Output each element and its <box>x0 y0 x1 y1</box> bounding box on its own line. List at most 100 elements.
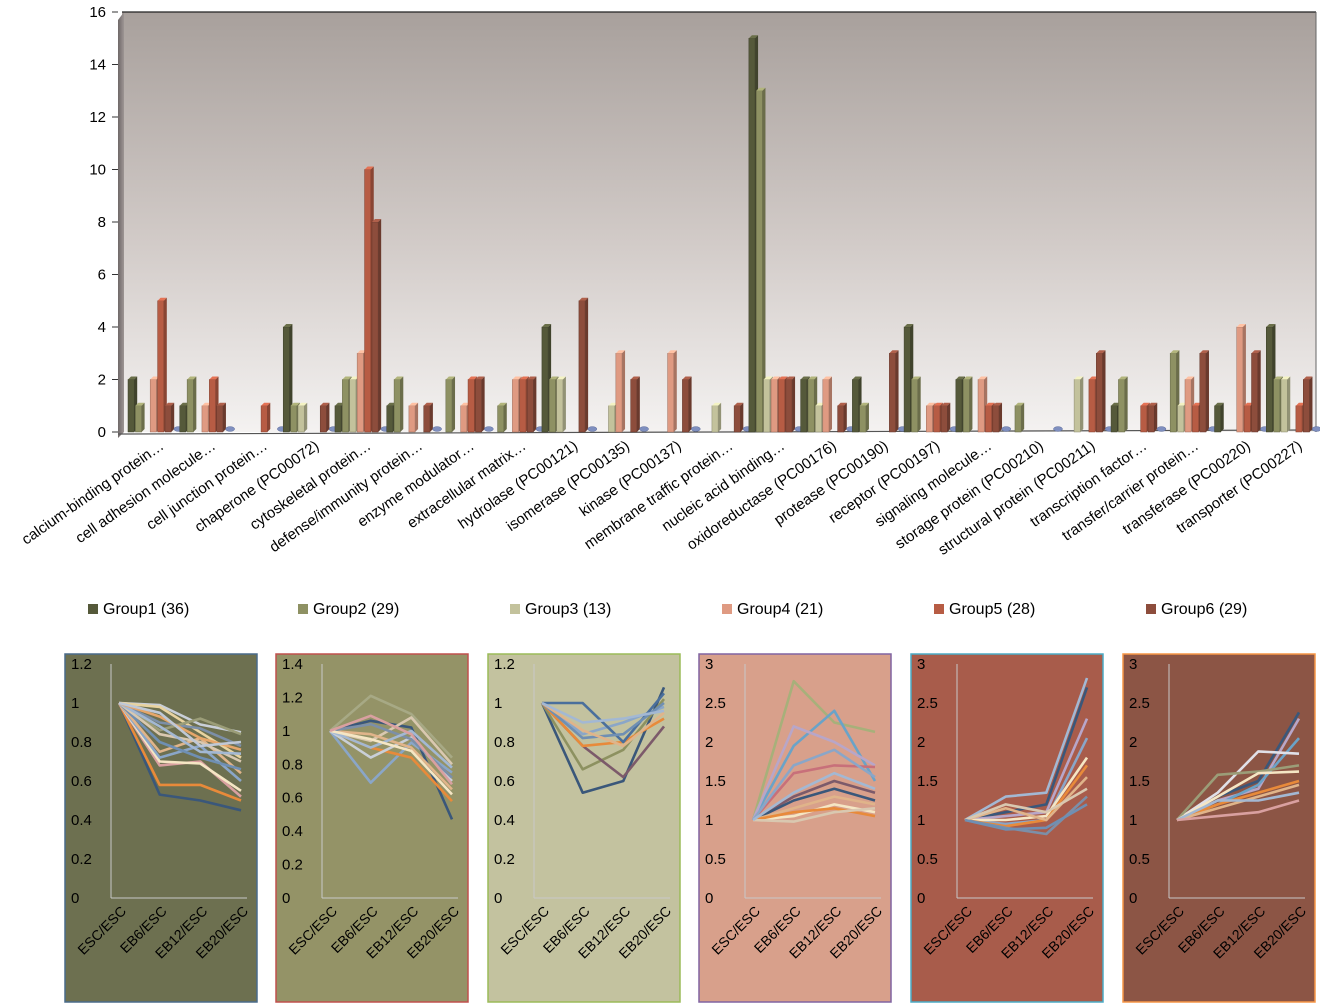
panel-y-tick-label: 1.5 <box>705 773 726 790</box>
bar <box>512 379 519 433</box>
bar-top <box>349 376 359 380</box>
bar-top <box>978 376 988 380</box>
bar-top <box>1074 376 1084 380</box>
bar <box>1118 379 1125 433</box>
bar <box>149 379 157 433</box>
bar-top <box>771 376 781 380</box>
floor-marker <box>1001 426 1011 432</box>
bar-top <box>1281 376 1291 380</box>
profile-line <box>541 701 665 740</box>
bar-top <box>357 350 367 354</box>
profile-line <box>1176 770 1300 822</box>
legend-swatch <box>510 604 520 614</box>
legend-swatch <box>88 604 98 614</box>
panel-y-tick-label: 0.8 <box>282 756 303 773</box>
bar-side <box>829 376 833 432</box>
bar <box>1096 353 1103 433</box>
bar-top <box>963 376 973 380</box>
bar <box>889 353 896 433</box>
bar-side <box>917 376 921 432</box>
bar-side <box>533 376 537 432</box>
profile-line <box>541 701 665 748</box>
legend-label: Group6 (29) <box>1161 601 1247 618</box>
bar-top <box>785 376 796 380</box>
profile-panel: 00.20.40.60.811.2ESC/ESCEB6/ESCEB12/ESCE… <box>487 653 681 1003</box>
bar <box>1140 405 1148 433</box>
panel-y-tick-label: 0 <box>494 890 502 907</box>
bar-top <box>926 402 936 406</box>
panel-y-tick-label: 0.2 <box>494 851 515 868</box>
bar <box>763 379 771 433</box>
y-tick-label: 14 <box>89 57 106 74</box>
bar <box>977 379 985 433</box>
bar-top <box>201 402 212 406</box>
bar-top <box>165 402 175 406</box>
bar-top <box>1014 402 1025 406</box>
y-tick-label: 12 <box>89 109 106 126</box>
panel-y-tick-label: 1.2 <box>494 656 515 673</box>
profile-line <box>752 807 876 823</box>
panel-y-tick-label: 1.5 <box>1129 773 1150 790</box>
bar-top <box>630 376 640 380</box>
bar-side <box>1124 376 1128 432</box>
bar-top <box>423 402 433 406</box>
panel-background <box>698 653 892 1003</box>
floor-marker <box>639 426 649 432</box>
bar-top <box>468 376 478 380</box>
bar-top <box>408 402 419 406</box>
bar-top <box>837 402 847 406</box>
bar-top <box>904 324 914 327</box>
bar-side <box>762 87 766 432</box>
bar <box>711 405 719 433</box>
bar-side <box>163 297 167 432</box>
y-tick-label: 8 <box>98 214 106 231</box>
bar-side <box>562 376 566 432</box>
bar <box>460 405 468 433</box>
bar <box>756 90 763 433</box>
y-tick-label: 2 <box>98 372 106 389</box>
legend-swatch <box>1146 604 1156 614</box>
panel-y-tick-label: 1 <box>71 695 79 712</box>
floor-marker <box>225 426 235 432</box>
bar-top <box>852 376 862 380</box>
bar <box>393 379 401 433</box>
bar-top <box>1303 376 1313 380</box>
bar-side <box>267 402 271 432</box>
bar-top <box>386 402 396 406</box>
profile-line <box>965 756 1089 822</box>
bar-top <box>290 402 300 406</box>
bar <box>682 379 689 433</box>
panel-y-tick-label: 2.5 <box>705 695 726 712</box>
bar <box>1303 379 1310 433</box>
profile-panel: 00.20.40.60.811.21.4ESC/ESCEB6/ESCEB12/E… <box>275 653 469 1003</box>
bar-top <box>1170 350 1180 354</box>
bar-side <box>304 402 308 432</box>
bar <box>859 405 867 433</box>
panel-y-tick-label: 0 <box>71 890 79 907</box>
panel-y-tick-label: 0 <box>705 890 713 907</box>
bar-top <box>1192 402 1202 406</box>
bar-top <box>445 376 456 380</box>
bar-side <box>585 297 589 432</box>
bar-side <box>688 376 692 432</box>
panel-y-tick-label: 0 <box>282 890 290 907</box>
bar <box>962 379 970 433</box>
bar-side <box>1080 376 1084 432</box>
panel-y-tick-label: 1 <box>1129 812 1137 829</box>
panel-y-tick-label: 0 <box>917 890 925 907</box>
bar <box>408 405 416 433</box>
bar <box>1147 405 1155 433</box>
bar <box>837 405 845 433</box>
legend-label: Group5 (28) <box>949 601 1035 618</box>
bar-side <box>622 350 626 432</box>
plot-side-wall <box>118 12 124 438</box>
bar-top <box>822 376 833 380</box>
profile-panel: 00.511.522.53ESC/ESCEB6/ESCEB12/ESCEB20/… <box>1122 653 1316 1003</box>
bar-side <box>326 402 330 432</box>
bar-top <box>1214 402 1224 406</box>
bar-top <box>1140 402 1150 406</box>
panel-y-tick-label: 2.5 <box>917 695 938 712</box>
panel-y-tick-label: 1.4 <box>282 656 303 673</box>
bar-top <box>371 219 382 222</box>
bar <box>1236 326 1244 433</box>
